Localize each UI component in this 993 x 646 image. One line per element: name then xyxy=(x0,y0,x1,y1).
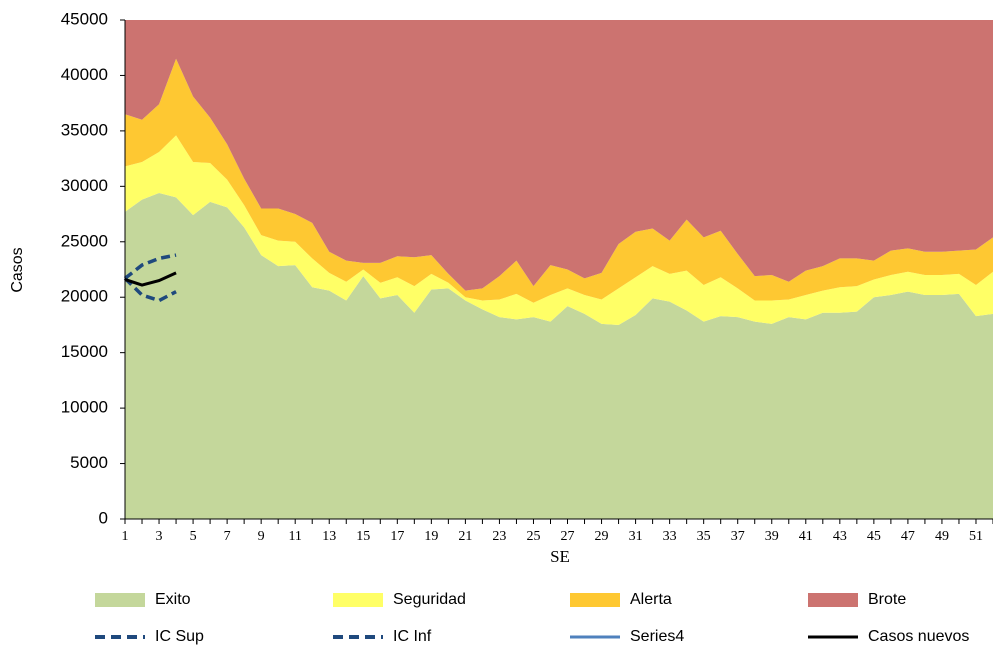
x-tick-label: 35 xyxy=(697,529,711,544)
y-tick-label: 30000 xyxy=(61,176,108,195)
legend-swatch xyxy=(570,593,620,607)
legend-swatch xyxy=(95,593,145,607)
y-tick-label: 40000 xyxy=(61,65,108,84)
x-tick-label: 3 xyxy=(156,529,163,544)
x-tick-label: 27 xyxy=(561,529,575,544)
y-tick-label: 15000 xyxy=(61,342,108,361)
legend-swatch xyxy=(333,593,383,607)
y-tick-label: 25000 xyxy=(61,231,108,250)
x-tick-label: 9 xyxy=(258,529,265,544)
legend-label: Casos nuevos xyxy=(868,628,969,645)
x-tick-label: 29 xyxy=(595,529,609,544)
legend-label: Alerta xyxy=(630,591,672,608)
x-tick-label: 19 xyxy=(424,529,438,544)
x-tick-label: 15 xyxy=(356,529,370,544)
x-tick-label: 41 xyxy=(799,529,813,544)
legend-label: Brote xyxy=(868,591,906,608)
x-tick-label: 21 xyxy=(458,529,472,544)
legend-label: IC Sup xyxy=(155,628,204,645)
x-tick-label: 17 xyxy=(390,529,404,544)
x-axis-label: SE xyxy=(550,547,570,566)
line xyxy=(123,253,177,280)
x-tick-label: 1 xyxy=(122,529,129,544)
legend-label: Seguridad xyxy=(393,591,466,608)
y-tick-label: 45000 xyxy=(61,9,108,28)
area xyxy=(125,20,993,291)
legend-label: IC Inf xyxy=(393,628,432,645)
y-tick-label: 10000 xyxy=(61,398,108,417)
line xyxy=(124,271,177,287)
x-tick-label: 7 xyxy=(224,529,231,544)
y-axis-label: Casos xyxy=(9,247,26,292)
legend-label: Series4 xyxy=(630,628,684,645)
y-tick-label: 35000 xyxy=(61,120,108,139)
x-tick-label: 11 xyxy=(288,529,301,544)
x-tick-label: 49 xyxy=(935,529,949,544)
y-tick-label: 0 xyxy=(99,508,108,527)
x-tick-label: 33 xyxy=(663,529,677,544)
x-tick-label: 13 xyxy=(322,529,336,544)
x-tick-label: 39 xyxy=(765,529,779,544)
x-tick-label: 43 xyxy=(833,529,847,544)
x-tick-label: 5 xyxy=(190,529,197,544)
x-tick-label: 25 xyxy=(526,529,540,544)
legend-swatch xyxy=(808,593,858,607)
line xyxy=(123,277,177,303)
x-tick-label: 51 xyxy=(969,529,983,544)
x-tick-label: 37 xyxy=(731,529,745,544)
y-tick-label: 5000 xyxy=(70,453,108,472)
y-tick-label: 20000 xyxy=(61,287,108,306)
area xyxy=(125,192,993,519)
x-tick-label: 23 xyxy=(492,529,506,544)
x-tick-label: 31 xyxy=(629,529,643,544)
x-tick-label: 47 xyxy=(901,529,915,544)
x-tick-label: 45 xyxy=(867,529,881,544)
legend-label: Exito xyxy=(155,591,191,608)
